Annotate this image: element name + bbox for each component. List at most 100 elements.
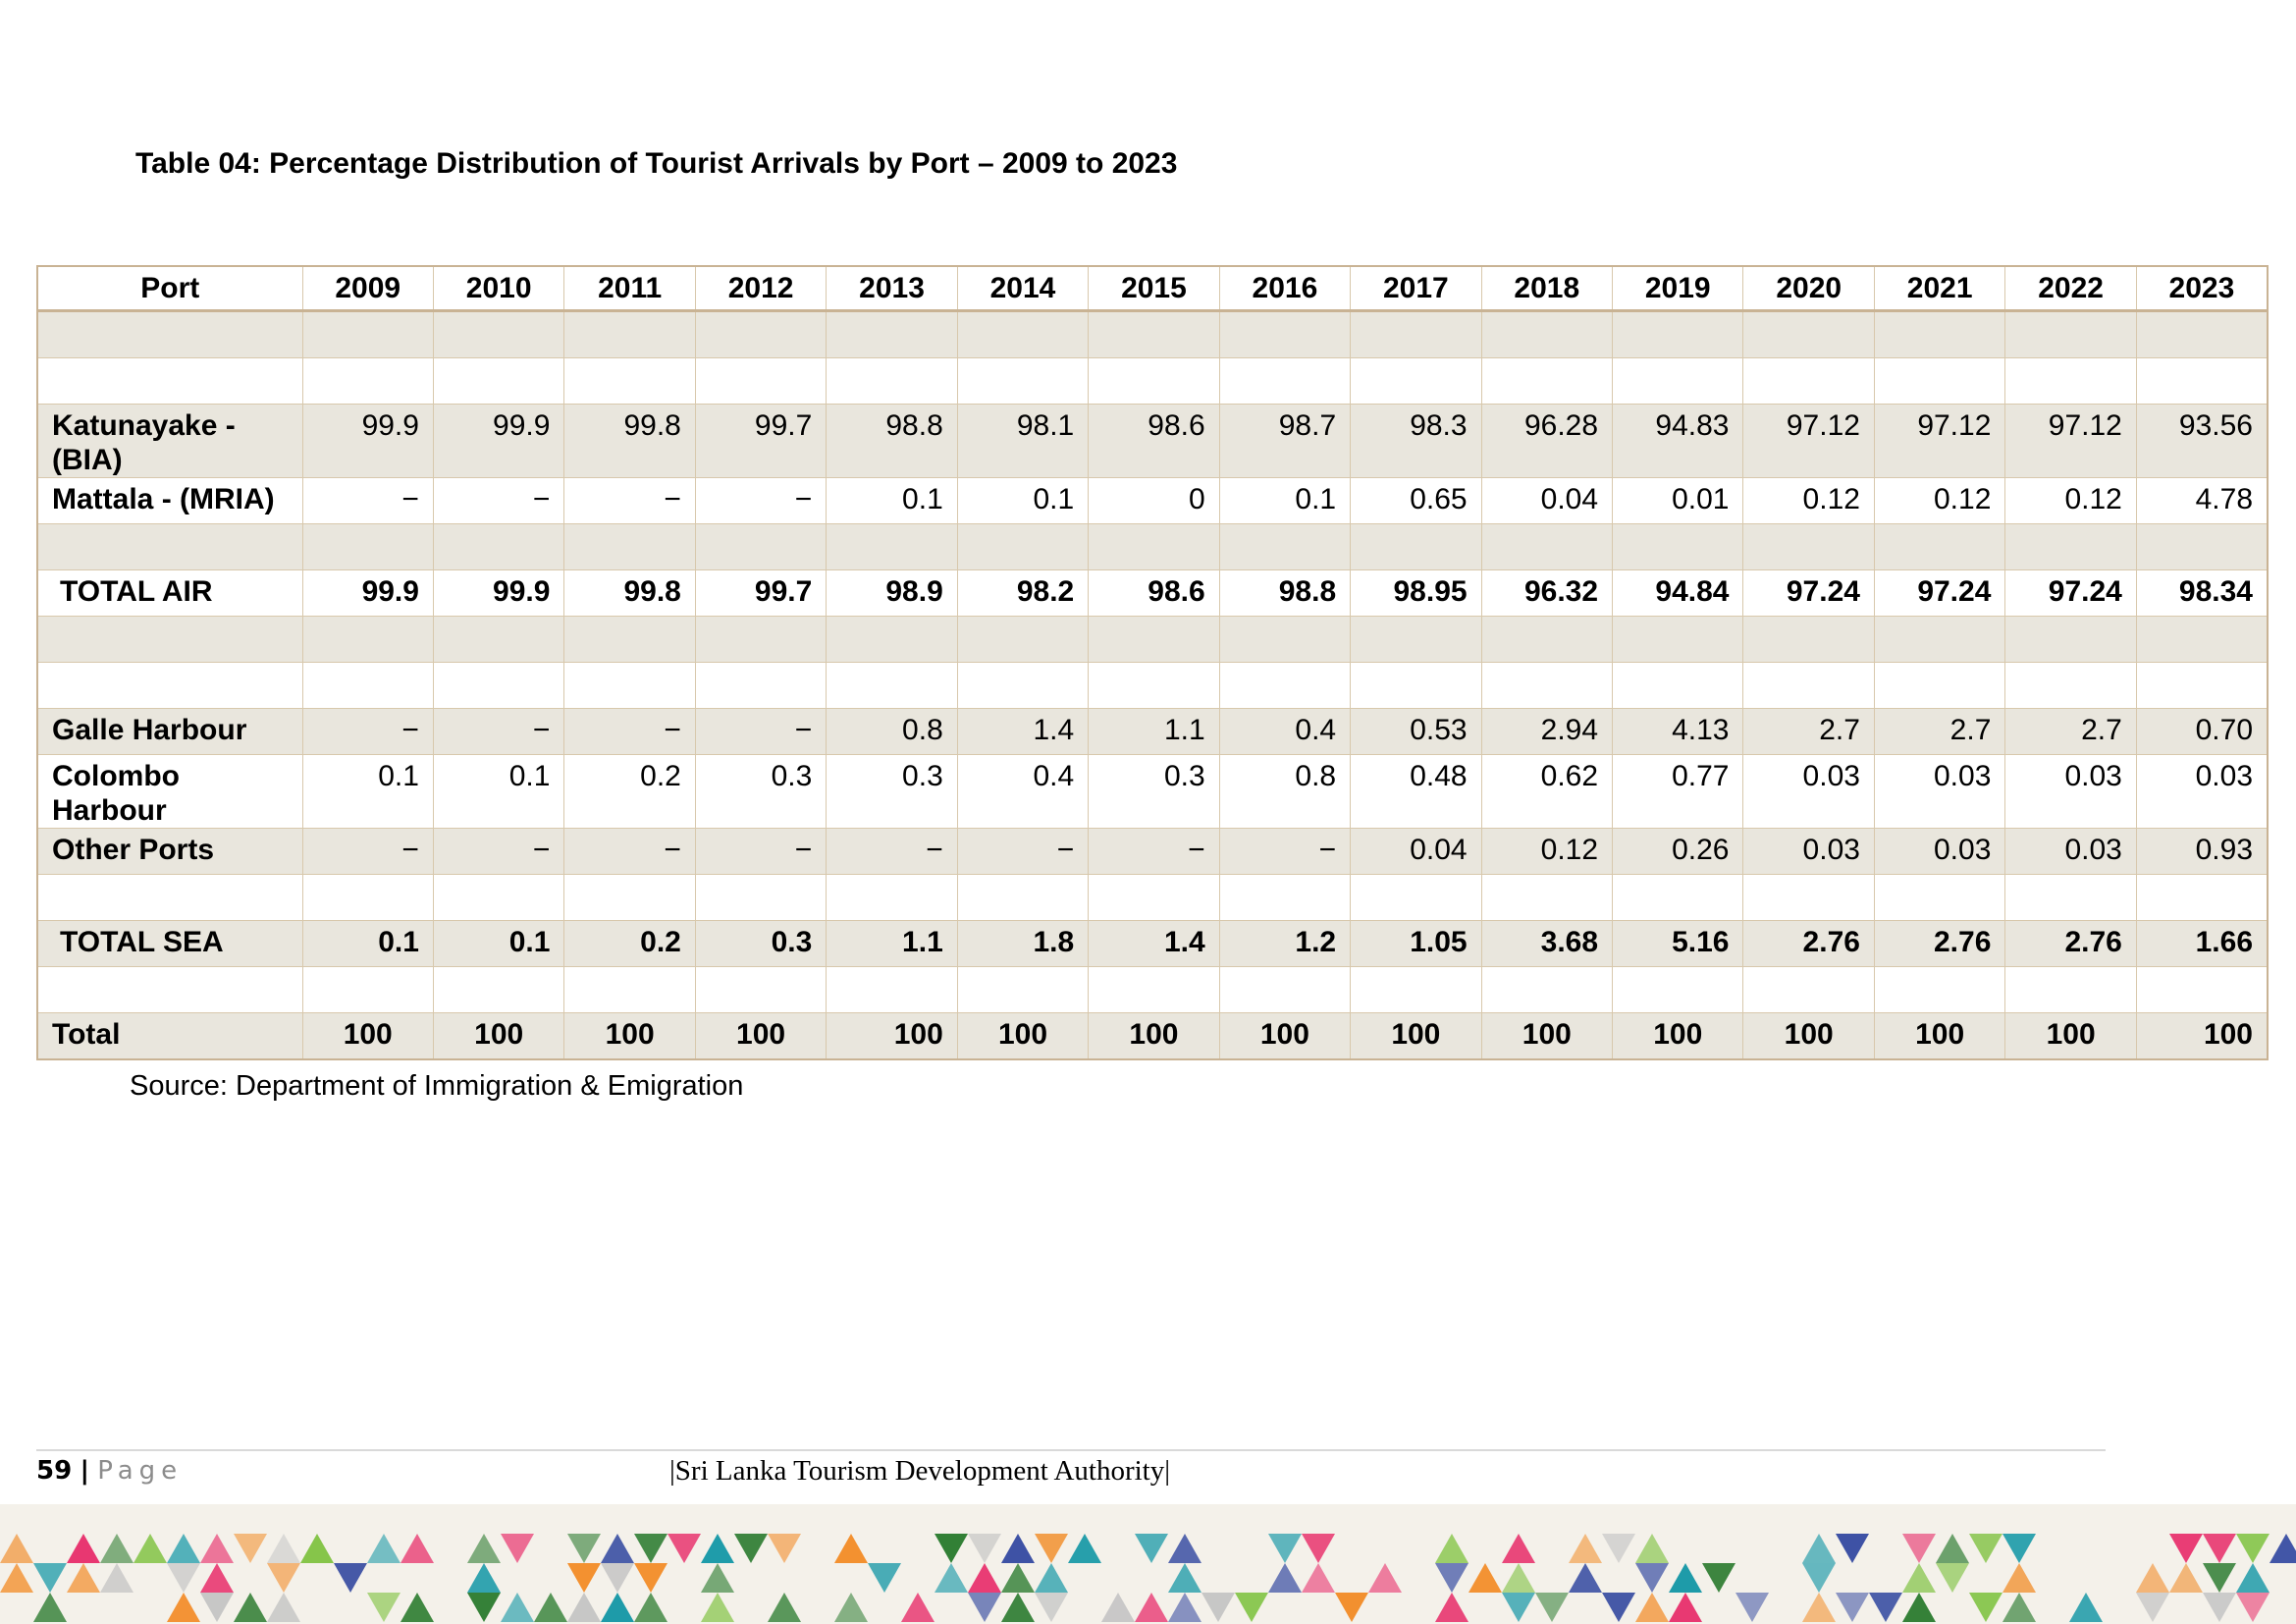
value-cell (826, 616, 958, 663)
banner-triangle (701, 1593, 734, 1622)
value-cell (1873, 616, 2006, 663)
value-cell: 96.32 (1480, 569, 1614, 617)
value-cell (301, 310, 434, 358)
value-cell (301, 616, 434, 663)
header-year: 2023 (2135, 265, 2269, 312)
value-cell: − (432, 708, 565, 755)
banner-triangle (1035, 1593, 1068, 1622)
banner-triangle (200, 1534, 234, 1563)
value-cell (956, 616, 1090, 663)
value-cell (432, 616, 565, 663)
value-cell (956, 310, 1090, 358)
table-header-row: Port 2009 2010 2011 2012 2013 2014 2015 … (36, 265, 2269, 312)
value-cell: 0.8 (1218, 754, 1352, 829)
value-cell (2135, 523, 2269, 570)
banner-triangle (1168, 1593, 1201, 1622)
value-cell: 4.13 (1612, 708, 1744, 755)
value-cell: 0.4 (1218, 708, 1352, 755)
table-row: Mattala - (MRIA) − − − −0.1 0.1 0 0.1 0.65 0.04 0.… (36, 477, 2269, 524)
value-cell: 1.4 (956, 708, 1090, 755)
value-cell: 0.3 (694, 754, 828, 829)
banner-triangle (267, 1534, 300, 1563)
value-cell (2135, 310, 2269, 358)
value-cell: 98.9 (826, 569, 958, 617)
port-name-cell (36, 966, 303, 1013)
value-cell (956, 966, 1090, 1013)
value-cell (1873, 523, 2006, 570)
banner-triangle (1235, 1593, 1268, 1622)
value-cell (1218, 662, 1352, 709)
banner-triangle (1435, 1534, 1468, 1563)
banner-triangle (534, 1593, 567, 1622)
banner-triangle (1435, 1593, 1468, 1622)
value-cell: 0.1 (1218, 477, 1352, 524)
header-year: 2017 (1350, 265, 1482, 312)
value-cell (826, 310, 958, 358)
value-cell: 0.3 (694, 920, 828, 967)
value-cell (1742, 874, 1875, 921)
banner-triangle (167, 1593, 200, 1622)
banner-triangle (1602, 1593, 1635, 1622)
value-cell: − (301, 828, 434, 875)
value-cell: − (956, 828, 1090, 875)
value-cell: 98.2 (956, 569, 1090, 617)
value-cell: 0.03 (1742, 754, 1875, 829)
value-cell: 100 (432, 1012, 565, 1060)
port-name-cell: Galle Harbour (36, 708, 303, 755)
banner-triangle (1001, 1534, 1035, 1563)
header-port: Port (36, 265, 303, 312)
value-cell (1350, 357, 1482, 405)
banner-triangle (1135, 1534, 1168, 1563)
table-row: TOTAL SEA 0.1 0.1 0.2 0.3 1.1 1.8 1.4 1.2 1.05 3.6… (36, 920, 2269, 967)
value-cell (2135, 662, 2269, 709)
value-cell (1742, 662, 1875, 709)
table-row (36, 966, 2269, 1013)
value-cell: 0.04 (1480, 477, 1614, 524)
banner-triangle (2069, 1593, 2103, 1622)
value-cell: 100 (956, 1012, 1090, 1060)
value-cell (1742, 616, 1875, 663)
value-cell (432, 310, 565, 358)
value-cell: 99.9 (301, 569, 434, 617)
value-cell: 100 (694, 1012, 828, 1060)
banner-triangle (1135, 1593, 1168, 1622)
value-cell: 4.78 (2135, 477, 2269, 524)
value-cell: 0.48 (1350, 754, 1482, 829)
table-row: TOTAL AIR 99.9 99.9 99.8 99.7 98.9 98.2 98.6 98.… (36, 569, 2269, 617)
value-cell: 5.16 (1612, 920, 1744, 967)
value-cell: 97.12 (1742, 404, 1875, 478)
banner-triangle (2002, 1593, 2036, 1622)
port-name-cell: Other Ports (36, 828, 303, 875)
value-cell (1873, 662, 2006, 709)
banner-triangle (200, 1593, 234, 1622)
value-cell: 99.9 (432, 569, 565, 617)
value-cell (1612, 616, 1744, 663)
value-cell (1088, 523, 1220, 570)
value-cell (956, 357, 1090, 405)
banner-triangle (934, 1534, 968, 1563)
banner-triangle (1569, 1534, 1602, 1563)
value-cell (1218, 310, 1352, 358)
value-cell: 94.84 (1612, 569, 1744, 617)
value-cell (1873, 310, 2006, 358)
value-cell: − (1218, 828, 1352, 875)
header-year: 2009 (301, 265, 434, 312)
port-name-cell: TOTAL SEA (36, 920, 303, 967)
value-cell (1612, 357, 1744, 405)
value-cell (1350, 616, 1482, 663)
value-cell: − (694, 828, 828, 875)
value-cell: − (563, 828, 696, 875)
header-year: 2015 (1088, 265, 1220, 312)
value-cell (1873, 874, 2006, 921)
banner-triangle (2236, 1563, 2269, 1593)
banner-triangle (968, 1563, 1001, 1593)
value-cell: 2.76 (1873, 920, 2006, 967)
value-cell: 0.70 (2135, 708, 2269, 755)
table-row (36, 616, 2269, 663)
port-name-cell: Katunayake - (BIA) (36, 404, 303, 478)
value-cell: 98.6 (1088, 569, 1220, 617)
page-number-value: 59 (36, 1456, 73, 1486)
value-cell: 100 (1480, 1012, 1614, 1060)
table-row (36, 310, 2269, 358)
port-name-cell (36, 523, 303, 570)
